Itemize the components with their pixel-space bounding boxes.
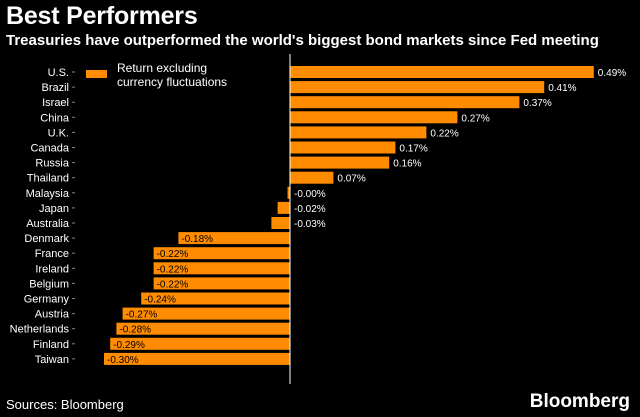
data-bar (290, 156, 390, 169)
data-bar (290, 66, 594, 78)
value-label: 0.22% (430, 128, 458, 139)
value-label: -0.30% (107, 355, 139, 366)
value-label: -0.18% (181, 234, 213, 245)
data-bar (153, 277, 290, 290)
category-label: Germany (24, 294, 70, 306)
data-bar (290, 126, 427, 139)
category-label: Canada (30, 143, 69, 155)
data-bar (110, 337, 290, 350)
category-label: Thailand (27, 173, 69, 185)
category-label: France (35, 248, 69, 260)
category-label: Taiwan (35, 354, 69, 366)
data-bar (116, 322, 291, 335)
category-label: U.S. (48, 67, 69, 79)
value-label: -0.00% (294, 189, 326, 200)
data-bar (104, 352, 290, 365)
legend-label-line2: currency fluctuations (117, 75, 227, 89)
category-label: Austria (35, 309, 70, 321)
value-label: 0.17% (399, 144, 427, 155)
value-label: 0.49% (598, 68, 626, 79)
data-bar (290, 171, 334, 184)
value-label: 0.16% (393, 159, 421, 170)
value-label: 0.27% (461, 113, 489, 124)
value-label: -0.02% (294, 204, 326, 215)
bloomberg-logo: Bloomberg (529, 391, 630, 412)
value-label: -0.22% (157, 279, 189, 290)
category-label: Israel (42, 97, 69, 109)
data-bar (271, 217, 290, 229)
chart-subtitle: Treasuries have outperformed the world's… (6, 32, 599, 49)
category-label: Belgium (29, 278, 69, 290)
data-bar (178, 232, 290, 245)
value-label: 0.07% (337, 174, 365, 185)
category-label: Brazil (41, 82, 69, 94)
value-label: 0.41% (548, 83, 576, 94)
source-note: Sources: Bloomberg (6, 397, 124, 412)
category-label: Finland (33, 339, 69, 351)
data-bar (287, 186, 290, 199)
legend-label-line1: Return excluding (117, 61, 207, 75)
category-label: U.K. (48, 127, 69, 139)
category-label: Denmark (24, 233, 69, 245)
value-label: -0.27% (126, 310, 158, 321)
data-bar (290, 96, 520, 109)
category-label: Australia (26, 218, 70, 230)
data-bar (290, 141, 396, 154)
category-label: Ireland (35, 263, 69, 275)
chart-title: Best Performers (6, 2, 198, 30)
value-label: -0.24% (144, 295, 176, 306)
data-bar (153, 262, 290, 275)
data-bar (141, 292, 290, 305)
data-bar (290, 81, 545, 94)
value-label: 0.37% (523, 98, 551, 109)
value-label: -0.22% (157, 264, 189, 275)
category-label: Netherlands (10, 324, 70, 336)
value-label: -0.29% (113, 340, 145, 351)
category-label: Russia (35, 158, 70, 170)
category-label: Malaysia (26, 188, 70, 200)
value-label: -0.22% (157, 249, 189, 260)
legend-swatch (86, 70, 107, 78)
category-label: China (40, 112, 70, 124)
data-bar (290, 111, 458, 124)
data-bar (153, 247, 290, 260)
data-bar (122, 307, 290, 320)
value-label: -0.28% (119, 325, 151, 336)
category-label: Japan (39, 203, 69, 215)
value-label: -0.03% (294, 219, 326, 230)
data-bar (277, 201, 290, 214)
